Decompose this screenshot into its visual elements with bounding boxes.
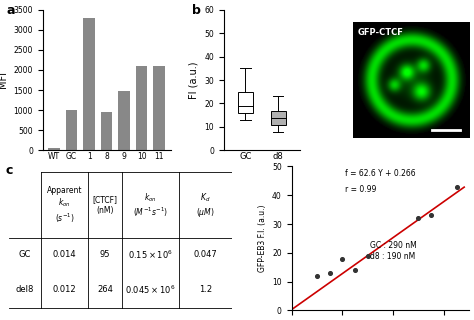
Text: c: c [5,164,12,177]
Bar [136,66,147,150]
Text: 95: 95 [100,251,110,260]
Point [453,184,460,189]
Text: 0.014: 0.014 [53,251,76,260]
Text: a: a [7,4,15,17]
Text: del8: del8 [16,285,34,294]
Y-axis label: MFI: MFI [0,71,8,89]
Bar [238,92,253,113]
Text: GC: GC [19,251,31,260]
Text: $0.045 \times 10^6$: $0.045 \times 10^6$ [125,283,176,296]
Text: Apparent
$k_{on}$
$(s^{-1})$: Apparent $k_{on}$ $(s^{-1})$ [47,186,82,225]
Text: $K_d$
$(\mu M)$: $K_d$ $(\mu M)$ [196,192,215,219]
Text: 264: 264 [97,285,113,294]
Bar [271,110,286,124]
Point [364,253,372,258]
Point [351,268,359,273]
Text: b: b [192,4,201,17]
Y-axis label: GFP-EB3 F.I. (a.u.): GFP-EB3 F.I. (a.u.) [257,205,266,272]
Text: $k_{on}$
$(M^{-1}s^{-1})$: $k_{on}$ $(M^{-1}s^{-1})$ [133,191,168,219]
Bar [101,112,112,150]
Text: f = 62.6 Y + 0.266: f = 62.6 Y + 0.266 [345,169,416,178]
Point [415,216,422,221]
Text: 0.012: 0.012 [53,285,76,294]
Bar [48,148,60,150]
Point [313,273,321,278]
Text: r = 0.99: r = 0.99 [345,185,376,194]
Y-axis label: FI (a.u.): FI (a.u.) [189,61,199,99]
Point [326,270,333,276]
Point [338,256,346,261]
Text: 1.2: 1.2 [199,285,212,294]
Text: GC : 290 nM
d8 : 190 nM: GC : 290 nM d8 : 190 nM [370,241,417,261]
Bar [154,66,165,150]
Bar [118,91,130,150]
Text: GFP-CTCF: GFP-CTCF [357,28,403,37]
Bar [83,18,95,150]
Text: [CTCF]
(nM): [CTCF] (nM) [92,196,118,215]
Text: 0.047: 0.047 [193,251,218,260]
Point [428,213,435,218]
Text: $0.15 \times 10^6$: $0.15 \times 10^6$ [128,249,173,261]
Bar [66,110,77,150]
